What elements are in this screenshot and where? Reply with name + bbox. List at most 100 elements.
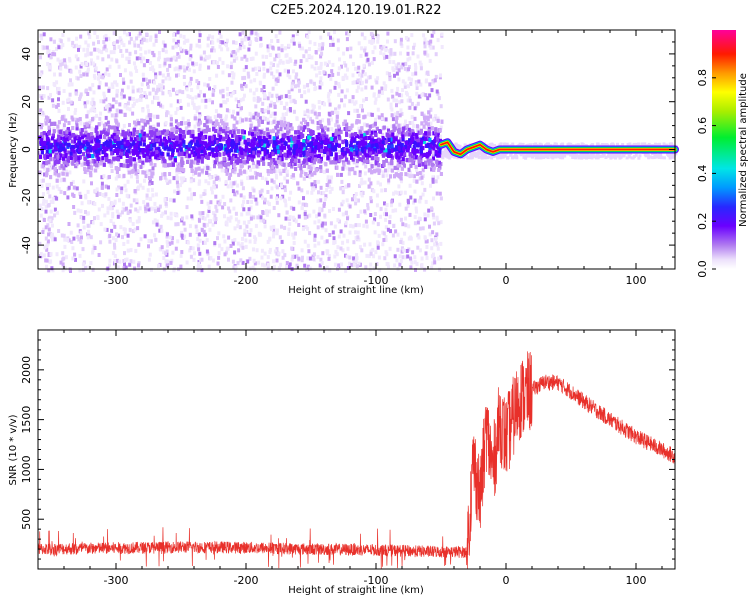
heatmap-cell — [410, 173, 414, 178]
heatmap-cell — [284, 94, 288, 99]
heatmap-cell — [294, 75, 298, 80]
heatmap-cell — [113, 41, 117, 45]
heatmap-cell — [421, 226, 425, 231]
heatmap-cell — [189, 43, 193, 48]
heatmap-cell — [346, 67, 349, 72]
heatmap-cell — [118, 259, 122, 264]
heatmap-cell — [356, 78, 360, 83]
heatmap-cell — [177, 54, 181, 59]
heatmap-cell — [352, 256, 356, 261]
heatmap-cell — [223, 239, 227, 244]
heatmap-cell — [266, 117, 270, 122]
heatmap-cell — [379, 50, 383, 55]
heatmap-cell — [84, 40, 88, 45]
heatmap-cell — [272, 75, 276, 79]
heatmap-cell — [58, 59, 62, 64]
heatmap-cell — [229, 93, 233, 98]
heatmap-cell — [74, 108, 78, 112]
heatmap-cell — [107, 86, 111, 91]
heatmap-cell — [152, 53, 156, 58]
heatmap-cell — [245, 211, 249, 216]
heatmap-cell — [310, 64, 314, 69]
heatmap-cell — [363, 46, 367, 51]
heatmap-cell — [192, 178, 196, 183]
heatmap-cell — [197, 247, 201, 252]
heatmap-cell — [273, 102, 277, 106]
heatmap-cell — [99, 121, 103, 126]
heatmap-cell — [263, 224, 267, 229]
heatmap-cell — [388, 77, 392, 82]
heatmap-cell — [104, 184, 108, 189]
heatmap-cell — [186, 94, 190, 99]
heatmap-cell — [231, 189, 235, 194]
heatmap-cell — [204, 116, 208, 120]
heatmap-cell — [179, 264, 183, 269]
heatmap-cell — [258, 190, 262, 195]
heatmap-cell — [363, 242, 367, 247]
heatmap-cell — [254, 37, 258, 42]
heatmap-cell — [351, 224, 355, 229]
heatmap-cell — [197, 261, 200, 266]
heatmap-cell — [46, 190, 50, 195]
heatmap-cell — [168, 241, 172, 246]
heatmap-cell — [164, 76, 168, 81]
heatmap-cell — [423, 44, 427, 49]
heatmap-cell — [387, 178, 391, 183]
heatmap-cell — [254, 104, 258, 109]
heatmap-cell — [175, 107, 179, 112]
heatmap-cell — [240, 83, 244, 88]
heatmap-cell — [145, 117, 148, 122]
heatmap-cell — [352, 160, 356, 165]
heatmap-cell — [263, 108, 267, 113]
heatmap-cell — [236, 241, 240, 246]
heatmap-cell — [132, 40, 136, 45]
heatmap-cell — [360, 87, 364, 92]
heatmap-cell — [129, 203, 133, 208]
heatmap-cell — [385, 203, 389, 208]
heatmap-cell — [254, 51, 258, 56]
heatmap-cell — [129, 72, 133, 77]
heatmap-cell — [372, 189, 376, 194]
heatmap-cell — [197, 81, 201, 85]
heatmap-cell — [229, 198, 233, 203]
heatmap-cell — [199, 265, 203, 270]
heatmap-cell — [314, 50, 318, 54]
heatmap-cell — [61, 100, 65, 105]
heatmap-cell — [160, 228, 164, 233]
heatmap-cell — [408, 212, 412, 217]
heatmap-cell — [257, 164, 261, 169]
heatmap-cell — [157, 55, 161, 60]
heatmap-cell — [233, 268, 237, 273]
heatmap-cell — [189, 246, 193, 250]
heatmap-cell — [166, 215, 170, 220]
heatmap-cell — [269, 129, 273, 134]
heatmap-cell — [183, 68, 187, 73]
heatmap-cell — [352, 62, 355, 66]
heatmap-cell — [354, 230, 358, 235]
heatmap-cell — [68, 92, 72, 97]
heatmap-cell — [284, 112, 288, 116]
heatmap-cell — [217, 231, 221, 236]
heatmap-cell — [218, 177, 221, 182]
heatmap-cell — [118, 136, 122, 141]
heatmap-cell — [348, 255, 352, 260]
heatmap-cell — [140, 40, 144, 45]
heatmap-cell — [155, 219, 159, 224]
heatmap-cell — [107, 125, 111, 129]
heatmap-cell — [176, 183, 180, 188]
heatmap-cell — [125, 193, 129, 198]
heatmap-cell — [393, 39, 397, 44]
heatmap-cell — [322, 201, 326, 206]
heatmap-cell — [49, 259, 53, 264]
heatmap-cell — [418, 248, 422, 253]
heatmap-cell — [252, 215, 256, 220]
heatmap-cell — [90, 101, 94, 106]
heatmap-cell — [138, 183, 142, 188]
heatmap-cell — [291, 34, 295, 39]
heatmap-cell — [257, 260, 261, 265]
heatmap-cell — [113, 242, 116, 247]
heatmap-cell — [131, 103, 135, 108]
heatmap-cell — [219, 103, 223, 108]
heatmap-cell — [346, 266, 350, 270]
heatmap-cell — [263, 200, 266, 205]
